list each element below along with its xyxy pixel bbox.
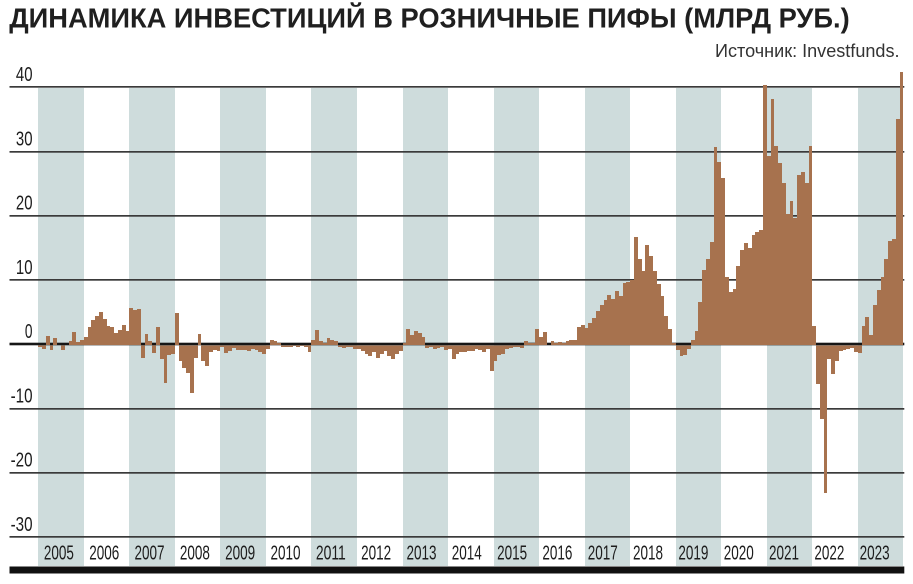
svg-text:-10: -10: [11, 385, 33, 407]
svg-text:ДИНАМИКА ИНВЕСТИЦИЙ В РОЗНИЧНЫ: ДИНАМИКА ИНВЕСТИЦИЙ В РОЗНИЧНЫЕ ПИФЫ (МЛ…: [9, 2, 850, 34]
svg-text:10: 10: [16, 257, 33, 279]
svg-text:30: 30: [16, 128, 33, 150]
svg-text:2022: 2022: [814, 543, 844, 565]
svg-text:40: 40: [16, 64, 33, 86]
svg-text:-20: -20: [11, 450, 33, 472]
svg-text:2006: 2006: [89, 543, 119, 565]
svg-text:2014: 2014: [452, 543, 482, 565]
svg-text:0: 0: [25, 321, 33, 343]
svg-text:2013: 2013: [406, 543, 436, 565]
svg-text:2012: 2012: [361, 543, 391, 565]
svg-text:Источник: Investfunds.: Источник: Investfunds.: [715, 40, 900, 61]
svg-text:2007: 2007: [135, 543, 165, 565]
svg-text:2015: 2015: [497, 543, 527, 565]
svg-text:2017: 2017: [588, 543, 618, 565]
svg-text:2016: 2016: [542, 543, 572, 565]
svg-text:2018: 2018: [633, 543, 663, 565]
svg-text:20: 20: [16, 193, 33, 215]
svg-text:2005: 2005: [44, 543, 74, 565]
svg-text:2011: 2011: [316, 543, 346, 565]
svg-text:2008: 2008: [180, 543, 210, 565]
svg-text:-30: -30: [11, 514, 33, 536]
svg-text:2020: 2020: [724, 543, 754, 565]
svg-text:2021: 2021: [769, 543, 799, 565]
svg-text:2010: 2010: [271, 543, 301, 565]
svg-text:2009: 2009: [225, 543, 255, 565]
svg-text:2023: 2023: [860, 543, 890, 565]
svg-text:2019: 2019: [678, 543, 708, 565]
